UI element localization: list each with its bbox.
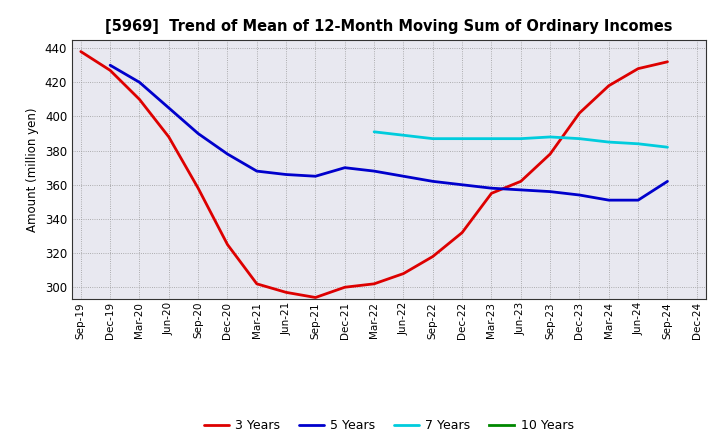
- 3 Years: [516, 179, 525, 184]
- 7 Years: [370, 129, 379, 135]
- 5 Years: [194, 131, 202, 136]
- 7 Years: [458, 136, 467, 141]
- 5 Years: [341, 165, 349, 170]
- 3 Years: [311, 295, 320, 300]
- 7 Years: [663, 145, 672, 150]
- 3 Years: [634, 66, 642, 71]
- 7 Years: [546, 134, 554, 139]
- 3 Years: [575, 110, 584, 116]
- 3 Years: [663, 59, 672, 64]
- 3 Years: [135, 97, 144, 102]
- 3 Years: [458, 230, 467, 235]
- 3 Years: [399, 271, 408, 276]
- Legend: 3 Years, 5 Years, 7 Years, 10 Years: 3 Years, 5 Years, 7 Years, 10 Years: [199, 414, 579, 437]
- 5 Years: [282, 172, 290, 177]
- 7 Years: [605, 139, 613, 145]
- 5 Years: [487, 186, 496, 191]
- 3 Years: [164, 134, 173, 139]
- 5 Years: [135, 80, 144, 85]
- 5 Years: [634, 198, 642, 203]
- 3 Years: [194, 186, 202, 191]
- 7 Years: [399, 132, 408, 138]
- 5 Years: [605, 198, 613, 203]
- 3 Years: [253, 281, 261, 286]
- 5 Years: [164, 105, 173, 110]
- 3 Years: [76, 49, 85, 54]
- Line: 5 Years: 5 Years: [110, 65, 667, 200]
- 5 Years: [428, 179, 437, 184]
- 3 Years: [282, 290, 290, 295]
- 7 Years: [487, 136, 496, 141]
- 5 Years: [458, 182, 467, 187]
- 7 Years: [575, 136, 584, 141]
- 5 Years: [575, 192, 584, 198]
- 5 Years: [223, 151, 232, 157]
- 5 Years: [311, 174, 320, 179]
- 5 Years: [370, 169, 379, 174]
- 7 Years: [634, 141, 642, 147]
- 7 Years: [428, 136, 437, 141]
- Line: 7 Years: 7 Years: [374, 132, 667, 147]
- Line: 3 Years: 3 Years: [81, 51, 667, 297]
- 3 Years: [341, 285, 349, 290]
- 3 Years: [546, 151, 554, 157]
- 5 Years: [253, 169, 261, 174]
- 3 Years: [223, 242, 232, 247]
- 3 Years: [370, 281, 379, 286]
- 3 Years: [487, 191, 496, 196]
- 5 Years: [399, 174, 408, 179]
- 3 Years: [428, 254, 437, 259]
- 7 Years: [516, 136, 525, 141]
- 5 Years: [516, 187, 525, 193]
- 3 Years: [106, 68, 114, 73]
- 5 Years: [106, 62, 114, 68]
- Y-axis label: Amount (million yen): Amount (million yen): [26, 107, 39, 231]
- Title: [5969]  Trend of Mean of 12-Month Moving Sum of Ordinary Incomes: [5969] Trend of Mean of 12-Month Moving …: [105, 19, 672, 34]
- 3 Years: [605, 83, 613, 88]
- 5 Years: [663, 179, 672, 184]
- 5 Years: [546, 189, 554, 194]
